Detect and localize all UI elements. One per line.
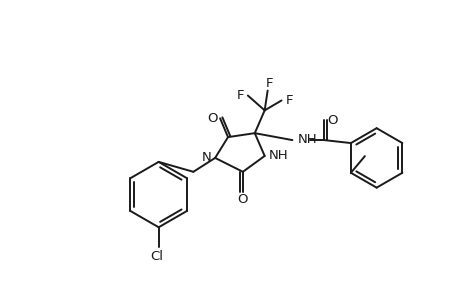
Text: O: O [326,114,336,127]
Text: N: N [201,152,211,164]
Text: O: O [237,193,247,206]
Text: NH: NH [297,133,316,146]
Text: Cl: Cl [150,250,163,263]
Text: F: F [237,89,244,102]
Text: NH: NH [268,149,288,162]
Text: F: F [265,77,273,90]
Text: F: F [285,94,292,107]
Text: O: O [207,112,217,125]
